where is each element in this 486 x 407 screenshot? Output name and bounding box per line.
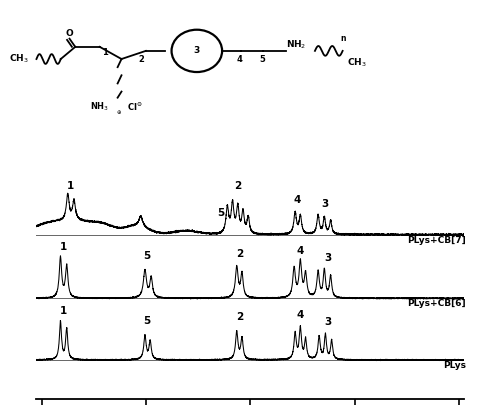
Text: 2: 2	[236, 313, 243, 322]
Text: 1: 1	[60, 242, 67, 252]
Text: 3: 3	[322, 199, 329, 208]
Text: $^{\oplus}$: $^{\oplus}$	[116, 109, 122, 118]
Text: 1: 1	[102, 48, 107, 57]
Text: 4: 4	[296, 246, 304, 256]
Text: 1: 1	[60, 306, 67, 316]
Text: 2: 2	[138, 55, 144, 63]
Text: 3: 3	[324, 253, 331, 263]
Text: 1: 1	[67, 181, 74, 191]
Text: NH$_2$: NH$_2$	[286, 39, 306, 51]
Text: Cl$^{\ominus}$: Cl$^{\ominus}$	[127, 101, 143, 113]
Text: 4: 4	[296, 310, 304, 319]
Text: 5: 5	[143, 316, 151, 326]
Text: O: O	[65, 29, 73, 38]
Text: 3: 3	[194, 46, 200, 55]
Text: 5: 5	[143, 251, 151, 261]
Text: 5: 5	[260, 55, 265, 63]
Text: PLys+CB[7]: PLys+CB[7]	[407, 236, 466, 245]
Text: PLys: PLys	[443, 361, 466, 370]
Text: 2: 2	[234, 181, 242, 191]
Text: 3: 3	[324, 317, 331, 327]
Text: 4: 4	[294, 195, 301, 205]
Text: 4: 4	[236, 55, 242, 63]
Text: 2: 2	[236, 249, 243, 260]
Text: n: n	[340, 34, 346, 43]
Text: PLys+CB[6]: PLys+CB[6]	[408, 300, 466, 309]
Text: CH$_3$: CH$_3$	[347, 57, 367, 69]
Text: 5: 5	[217, 208, 225, 218]
Text: CH$_3$: CH$_3$	[9, 53, 29, 65]
Text: NH$_3$: NH$_3$	[90, 101, 109, 113]
